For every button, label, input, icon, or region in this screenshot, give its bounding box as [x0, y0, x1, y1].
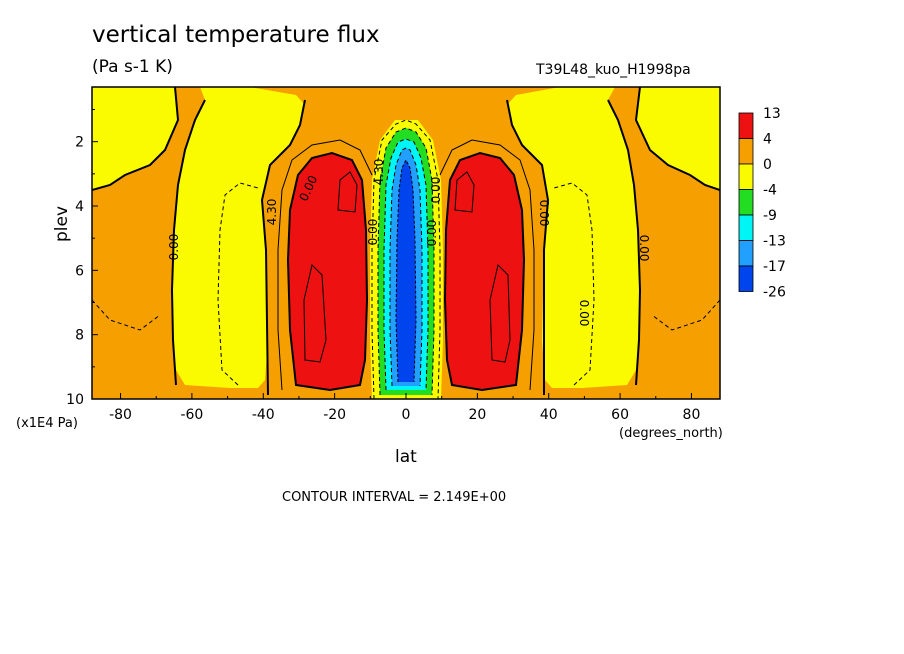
contour-label: 4.30 — [372, 159, 386, 186]
colorbar-label: 13 — [763, 106, 781, 122]
dark-blue-core — [396, 160, 416, 382]
x-tick-label: 80 — [683, 407, 701, 423]
x-tick-label: -20 — [323, 407, 346, 423]
x-tick-label: 40 — [540, 407, 558, 423]
contour-label: 4.30 — [265, 199, 279, 226]
colorbar-swatch — [738, 138, 754, 165]
x-tick-label: -60 — [180, 407, 203, 423]
colorbar-label: -4 — [763, 183, 777, 199]
yellow-band-north-outer — [507, 87, 720, 388]
contour-label: 0.00 — [167, 234, 181, 261]
thin-contour-north — [439, 139, 535, 391]
x-tick-label: 60 — [611, 407, 629, 423]
core-contour-1 — [377, 127, 435, 396]
x-axis-label: lat — [395, 447, 417, 467]
zero-contour-south-inner — [170, 99, 206, 386]
dashed-contour-south-edge — [92, 299, 161, 331]
core-contour-2 — [383, 138, 429, 391]
zero-contour-north — [634, 87, 720, 191]
x-axis-unit: (degrees_north) — [619, 426, 723, 441]
colorbar-label: -9 — [763, 208, 777, 224]
colorbar-swatch — [738, 265, 754, 292]
inner-warm-north — [489, 264, 511, 363]
contour-label: 0.00 — [637, 235, 651, 262]
thin-contour-south — [277, 139, 373, 391]
colorbar: 13 4 0 -4 -9 -13 -17 -26 — [738, 106, 786, 301]
x-tick-label: 20 — [468, 407, 486, 423]
y-tick-label: 8 — [75, 328, 84, 344]
colorbar-label: -17 — [763, 259, 786, 275]
y-tick-label: 2 — [75, 135, 84, 151]
yellow-band-south-outer — [92, 87, 305, 388]
contour-label: 0.00 — [577, 300, 591, 327]
yellow-edge-north — [636, 87, 720, 190]
core-contour-4 — [395, 158, 417, 383]
x-tick-label: 0 — [402, 407, 411, 423]
colorbar-label: 0 — [763, 157, 772, 173]
colorbar-label: 4 — [763, 132, 772, 148]
colorbar-swatch — [738, 189, 754, 216]
contour-label: 0.00 — [537, 200, 551, 227]
north-warm-lobe — [445, 153, 524, 390]
contour-label: 0.00 — [429, 177, 443, 204]
dashed-contour-north-edge — [651, 299, 720, 331]
zero-contour-north-mid — [506, 99, 550, 395]
y-axis-unit: (x1E4 Pa) — [16, 416, 78, 431]
core-contour-3 — [389, 147, 423, 387]
inner-warm-south — [303, 264, 327, 363]
zero-contour-north-inner — [607, 99, 642, 386]
colorbar-swatch — [738, 163, 754, 190]
core-contour-outer — [371, 119, 441, 399]
plot-field — [92, 87, 720, 399]
yellow-edge-south — [92, 87, 178, 190]
colorbar-swatch — [738, 214, 754, 241]
contour-label: 0.00 — [425, 220, 439, 247]
y-tick-label: 6 — [75, 263, 84, 279]
inner-warm-south-top — [337, 171, 358, 213]
colorbar-label: -26 — [763, 285, 786, 301]
colorbar-label: -13 — [763, 234, 786, 250]
contour-label: 0.00 — [366, 219, 380, 246]
dashed-contour-north — [553, 182, 595, 386]
contour-interval: CONTOUR INTERVAL = 2.149E+00 — [282, 490, 507, 505]
y-tick-label: 10 — [66, 392, 84, 408]
x-tick-label: -40 — [252, 407, 275, 423]
chart-title: vertical temperature flux — [92, 22, 380, 48]
zero-contour-south — [92, 87, 180, 191]
dashed-contour-south — [217, 182, 259, 386]
colorbar-swatch — [738, 112, 754, 139]
south-warm-lobe — [288, 153, 367, 390]
axes: -80 -60 -40 -20 0 20 40 60 80 2 4 6 8 10 — [66, 109, 701, 423]
x-tick-label: -80 — [109, 407, 132, 423]
warm-lobe-south-outline — [286, 151, 369, 392]
inner-warm-north-top — [454, 171, 475, 213]
warm-lobe-north-outline — [443, 151, 526, 392]
colorbar-swatch — [738, 240, 754, 267]
zero-contour-south-mid — [260, 99, 306, 396]
run-label: T39L48_kuo_H1998pa — [536, 62, 691, 78]
contour-lines — [92, 87, 720, 399]
chart-units: (Pa s-1 K) — [92, 57, 173, 77]
y-tick-label: 4 — [75, 199, 84, 215]
